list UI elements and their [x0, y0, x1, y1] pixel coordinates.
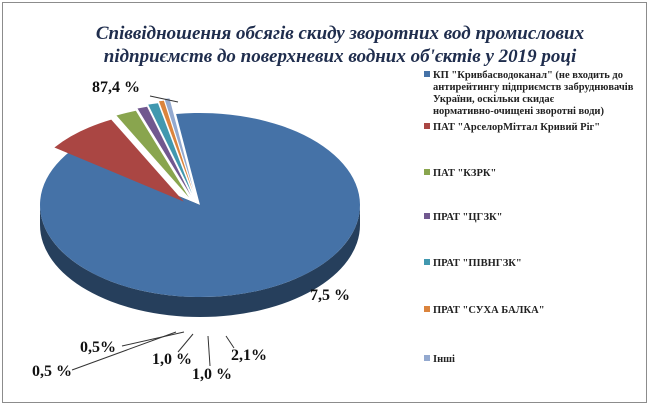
legend-item-2: ПАТ "КЗРК"	[424, 168, 496, 179]
pie-slice-5	[158, 100, 193, 192]
chart-title: Співвідношення обсягів скиду зворотних в…	[40, 22, 640, 68]
data-label-3: 1,0 %	[192, 366, 232, 383]
legend-item-0: КП "Кривбасводоканал" (не входить до анти…	[424, 70, 634, 117]
data-label-2: 2,1%	[231, 347, 267, 364]
legend-label-1: ПАТ "АрселорМіттал Кривий Ріг"	[433, 122, 600, 133]
leader-line-6	[71, 331, 177, 371]
data-label-6: 0,5 %	[32, 363, 72, 380]
legend-item-1: ПАТ "АрселорМіттал Кривий Ріг"	[424, 122, 600, 133]
leader-line-3	[207, 335, 211, 367]
data-labels: 87,4 % 7,5 % 2,1% 1,0 %1,0 % 0,5% 0,5 %	[32, 79, 350, 383]
legend-item-3: ПРАТ "ЦГЗК"	[424, 212, 502, 223]
legend-swatch-3	[424, 213, 430, 219]
legend-item-5: ПРАТ "СУХА БАЛКА"	[424, 305, 545, 316]
legend-swatch-4	[424, 259, 430, 265]
chart-title-line-2: підприємств до поверхневих водних об'єкт…	[103, 46, 577, 67]
legend-label-0: КП "Кривбасводоканал" (не входить до анти…	[433, 70, 634, 117]
pie-slice-2	[116, 110, 189, 198]
pie-slice-6	[164, 98, 194, 190]
legend-swatch-1	[424, 123, 430, 129]
legend-swatch-5	[424, 306, 430, 312]
legend-swatch-0	[424, 71, 430, 77]
data-label-0: 87,4 %	[92, 79, 140, 96]
leader-line-0	[149, 95, 179, 103]
legend-label-3: ПРАТ "ЦГЗК"	[433, 212, 502, 223]
legend: КП "Кривбасводоканал" (не входить до анти…	[424, 70, 634, 365]
legend-label-2: ПАТ "КЗРК"	[433, 168, 496, 179]
pie-slice-3	[137, 106, 191, 196]
pie-slice-4	[148, 103, 192, 194]
legend-swatch-6	[424, 355, 430, 361]
legend-swatch-2	[424, 169, 430, 175]
leader-line-5	[121, 331, 185, 347]
data-label-4: 1,0 %	[152, 351, 192, 368]
legend-item-4: ПРАТ "ПІВНГЗК"	[424, 258, 522, 269]
data-label-1: 7,5 %	[310, 287, 350, 304]
legend-item-6: Інші	[424, 354, 455, 365]
pie-slice-0	[39, 113, 361, 297]
leader-line-2	[225, 335, 235, 349]
pie-slice-side-0	[40, 205, 360, 317]
pie-slices	[39, 98, 361, 317]
legend-label-5: ПРАТ "СУХА БАЛКА"	[433, 305, 545, 316]
chart-title-line-1: Співвідношення обсягів скиду зворотних в…	[95, 23, 585, 44]
leader-line-4	[177, 333, 194, 353]
legend-label-6: Інші	[433, 354, 455, 365]
legend-label-4: ПРАТ "ПІВНГЗК"	[433, 258, 522, 269]
pie-slice-1	[54, 119, 184, 202]
data-label-5: 0,5%	[80, 339, 116, 356]
